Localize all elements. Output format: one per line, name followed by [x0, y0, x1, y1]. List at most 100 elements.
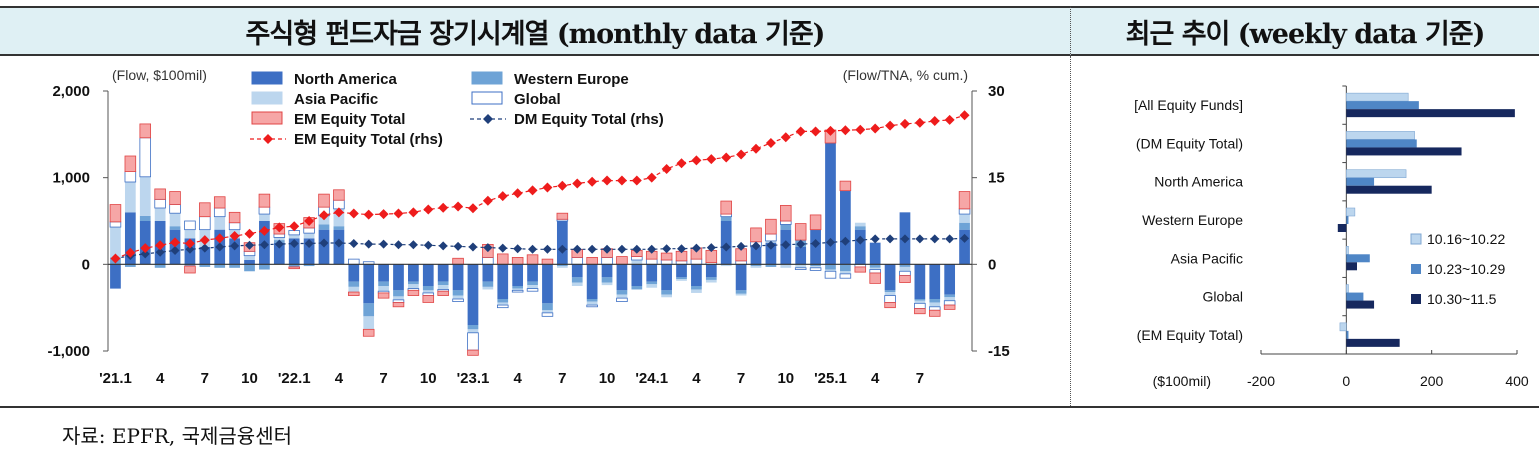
x-tick-label: 7 [916, 370, 924, 387]
bar-western-europe [288, 264, 300, 267]
bar-north-america [884, 264, 896, 291]
bar-asia-pacific [795, 264, 807, 268]
weekly-bar-w2 [1346, 101, 1419, 110]
bar-asia-pacific [884, 292, 896, 296]
dm-rhs-point [364, 239, 374, 249]
bar-em-total [750, 227, 762, 243]
dm-rhs-point [930, 234, 940, 244]
dm-rhs-point [572, 244, 582, 254]
em-rhs-point [482, 195, 493, 206]
bar-western-europe [422, 286, 434, 291]
bar-asia-pacific [154, 208, 166, 221]
bar-global [526, 288, 539, 292]
bar-north-america [408, 264, 419, 282]
bar-north-america [840, 190, 851, 265]
bottom-divider [0, 406, 1539, 408]
bar-em-total [184, 265, 196, 274]
weekly-bar-w3 [1346, 300, 1375, 309]
bar-global [511, 289, 524, 293]
weekly-legend-label: 10.23~10.29 [1427, 261, 1505, 277]
bar-asia-pacific [273, 237, 285, 241]
bar-western-europe [363, 303, 375, 317]
bar-asia-pacific [110, 227, 121, 258]
legend-swatch [251, 71, 283, 85]
bar-western-europe [124, 264, 136, 267]
bar-asia-pacific [616, 294, 628, 299]
x-tick-label: 10 [599, 370, 616, 387]
bar-asia-pacific [661, 294, 672, 298]
dm-rhs-point [498, 243, 508, 253]
bar-asia-pacific [259, 214, 270, 221]
bar-western-europe [914, 299, 926, 301]
em-rhs-point [497, 191, 508, 202]
dm-rhs-point [528, 244, 538, 254]
x-tick-label: '21.1 [99, 370, 132, 387]
weekly-bar-w2 [1346, 330, 1349, 339]
bar-global [184, 220, 196, 231]
legend-label: Western Europe [514, 71, 629, 88]
bar-north-america [869, 242, 881, 265]
bar-global [824, 270, 837, 279]
legend: North America Western Europe Asia Pacific G… [250, 71, 664, 148]
bar-north-america [601, 264, 613, 278]
bar-western-europe [333, 226, 345, 230]
bar-asia-pacific [869, 267, 881, 270]
bar-western-europe [214, 264, 226, 268]
em-rhs-point [527, 185, 538, 196]
bar-em-total [496, 253, 509, 265]
bar-western-europe [467, 325, 479, 330]
bar-global [273, 233, 286, 238]
weekly-category-label: (DM Equity Total) [1136, 135, 1243, 151]
bar-global [660, 259, 673, 265]
bar-em-total [720, 200, 732, 215]
bar-western-europe [765, 264, 777, 267]
bar-north-america [378, 264, 389, 282]
bar-asia-pacific [527, 285, 538, 289]
dm-rhs-point [423, 240, 433, 250]
bar-em-total [213, 196, 226, 209]
bar-north-america [229, 238, 240, 265]
bar-global [780, 220, 792, 225]
bar-asia-pacific [452, 295, 464, 299]
right-y-tick-label: 30 [988, 83, 1005, 100]
bar-asia-pacific [676, 279, 687, 281]
dm-rhs-line [115, 237, 965, 260]
bar-north-america [676, 264, 687, 278]
bar-em-total [869, 272, 881, 284]
bar-em-total [809, 214, 822, 231]
weekly-legend-swatch [1411, 294, 1421, 304]
bar-western-europe [661, 290, 672, 295]
dm-rhs-point [900, 234, 910, 244]
bar-global [586, 304, 598, 308]
em-rhs-point [467, 203, 478, 214]
em-rhs-point [840, 125, 851, 136]
dm-rhs-point [259, 240, 269, 250]
bar-global [869, 269, 881, 274]
em-rhs-point [736, 149, 747, 160]
bar-em-total [943, 304, 956, 310]
bar-em-total [958, 191, 971, 210]
bar-global [452, 298, 464, 302]
left-y-tick-label: 1,000 [52, 170, 90, 187]
em-rhs-point [512, 188, 523, 199]
weekly-flow-chart-panel: -200 0 200 400 ($100mil) [All Equity Funds] (D… [1070, 56, 1539, 406]
em-rhs-point [825, 125, 836, 136]
bar-global [199, 216, 211, 231]
em-rhs-point [378, 209, 389, 220]
dm-rhs-point [960, 233, 970, 243]
bar-em-total [452, 257, 464, 265]
bar-global [243, 250, 256, 257]
weekly-x-tick-label: 400 [1505, 373, 1529, 389]
bar-em-total [616, 256, 628, 265]
weekly-bar-w1 [1346, 92, 1409, 102]
bar-north-america [631, 264, 643, 286]
right-title-text: 최근 추이 (weekly data 기준) [1125, 18, 1486, 50]
bar-em-total [794, 223, 807, 241]
bar-asia-pacific [467, 329, 479, 333]
bar-global [228, 222, 241, 231]
bar-western-europe [527, 281, 538, 286]
bar-western-europe [482, 281, 494, 287]
weekly-legend-swatch [1410, 233, 1422, 245]
bar-em-total [169, 191, 181, 205]
left-axis-unit-label: (Flow, $100mil) [112, 67, 207, 83]
